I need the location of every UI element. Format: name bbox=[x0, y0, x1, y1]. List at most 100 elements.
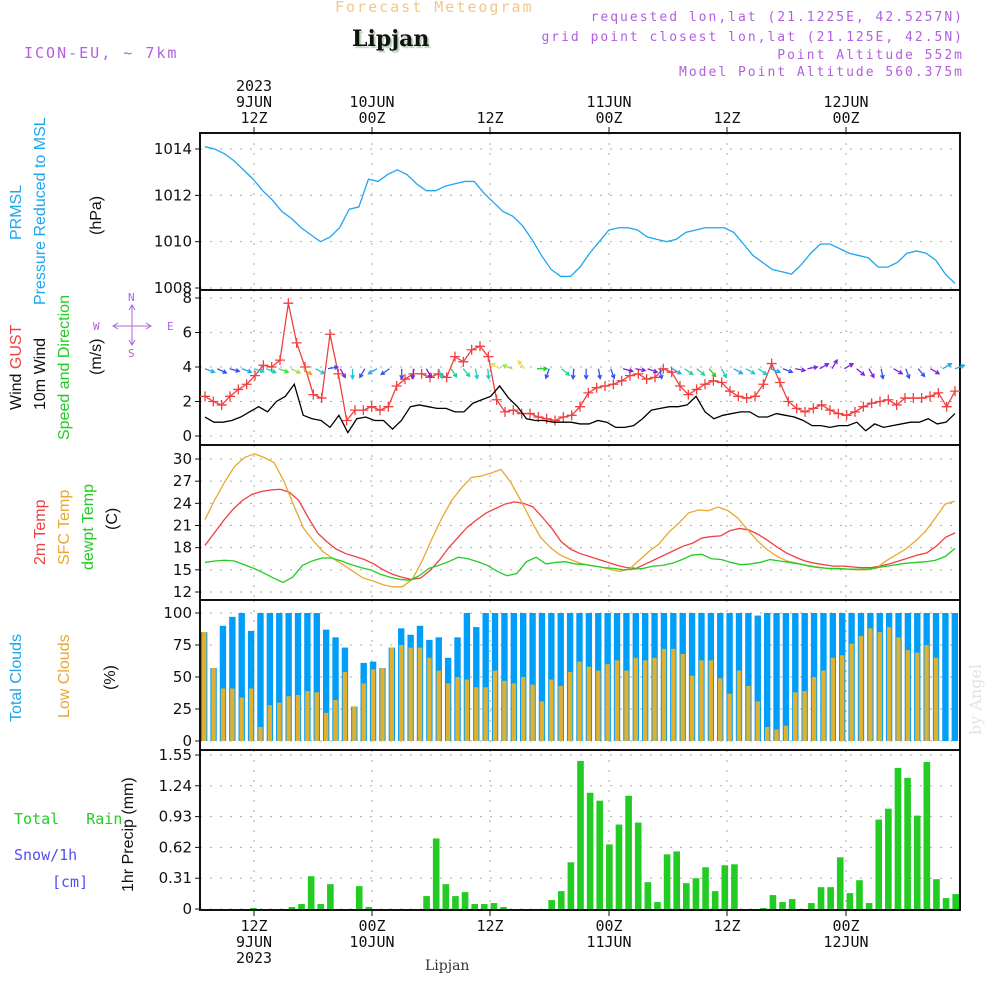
compass-n: N bbox=[128, 291, 135, 304]
y-tick-label: 12 bbox=[173, 583, 192, 601]
time-label-line: 00Z bbox=[832, 109, 860, 127]
rain-bar bbox=[759, 908, 767, 909]
time-label-line: 12JUN bbox=[823, 93, 869, 111]
low-clouds-bar bbox=[380, 668, 385, 741]
grid-point-coords: grid point closest lon,lat (21.125E, 42.… bbox=[541, 30, 964, 45]
wind-arrow-head bbox=[565, 371, 571, 377]
wind-direction-arrow bbox=[733, 368, 743, 375]
gust-point bbox=[866, 398, 877, 409]
gust-point bbox=[633, 368, 644, 379]
rain-bar bbox=[471, 904, 478, 909]
chart-title: Forecast Meteogram bbox=[335, 0, 534, 16]
low-clouds-bar bbox=[314, 692, 319, 741]
y-tick-label: 1010 bbox=[154, 233, 192, 251]
wind-direction-arrow bbox=[930, 368, 940, 375]
total-clouds-bar bbox=[501, 613, 508, 741]
wind-arrow-head bbox=[583, 374, 589, 381]
wind-arrow-head bbox=[860, 371, 866, 377]
wind-direction-arrow bbox=[782, 368, 793, 373]
total-clouds-bar bbox=[745, 613, 752, 741]
rain-bar bbox=[461, 892, 469, 909]
low-clouds-bar bbox=[539, 701, 545, 741]
gust-point bbox=[808, 403, 819, 414]
wind-arrow-head bbox=[824, 363, 830, 368]
time-label-line: 10JUN bbox=[349, 93, 395, 111]
y-tick-label: 18 bbox=[173, 539, 192, 557]
low-clouds-bar bbox=[408, 647, 413, 741]
wind-arrow-head bbox=[341, 373, 346, 379]
top-time-label: 11JUN 00Z bbox=[569, 78, 649, 126]
wind-direction-arrow bbox=[942, 363, 952, 370]
gust-point bbox=[675, 380, 685, 391]
low-clouds-bar bbox=[267, 705, 273, 741]
wind-direction-arrow bbox=[359, 368, 366, 378]
total-clouds-bar bbox=[763, 613, 771, 741]
low-clouds-bar bbox=[793, 692, 798, 741]
gust-point bbox=[483, 351, 494, 362]
wind-arrow-head bbox=[688, 370, 694, 376]
wind-arrow-head bbox=[465, 372, 471, 378]
total-clouds-bar bbox=[238, 613, 245, 741]
low-clouds-bar bbox=[708, 660, 714, 741]
y-tick-label: 1.55 bbox=[159, 746, 192, 764]
low-clouds-bar bbox=[764, 726, 770, 741]
low-clouds-bar bbox=[417, 647, 423, 741]
wind-arrow-head bbox=[935, 369, 941, 375]
gust-point bbox=[641, 374, 652, 385]
gust-point bbox=[325, 329, 335, 340]
bottom-time-label: 00Z 11JUN bbox=[569, 918, 649, 966]
compass-rose-icon bbox=[112, 304, 152, 346]
wind-arrow-head bbox=[711, 372, 717, 378]
wind-arrow-head bbox=[947, 363, 953, 368]
wind-direction-arrow bbox=[757, 368, 767, 375]
wind-arrow-head bbox=[570, 374, 576, 381]
y-tick-label: 1.24 bbox=[159, 777, 192, 795]
series-line-sfc-temp bbox=[204, 453, 956, 588]
low-clouds-bar bbox=[736, 670, 742, 741]
low-clouds-bar bbox=[718, 678, 723, 741]
rain-bar bbox=[913, 815, 921, 909]
wind-arrow-head bbox=[543, 366, 549, 372]
gust-point bbox=[216, 399, 227, 410]
wind-arrow-head bbox=[222, 369, 228, 374]
low-clouds-bar bbox=[596, 670, 601, 741]
wind-arrow-head bbox=[848, 363, 855, 368]
total-clouds-bar bbox=[473, 627, 480, 741]
low-clouds-bar bbox=[811, 677, 817, 741]
wind-arrow-head bbox=[517, 360, 523, 366]
wind-direction-arrow bbox=[462, 368, 471, 377]
wind-direction-arrow bbox=[327, 366, 338, 370]
wind-direction-arrow bbox=[622, 368, 633, 372]
gust-point bbox=[825, 405, 835, 416]
low-clouds-bar bbox=[783, 725, 789, 741]
rain-bar bbox=[808, 903, 815, 909]
low-clouds-bar bbox=[436, 670, 441, 741]
low-clouds-bar bbox=[746, 685, 751, 741]
low-clouds-bar bbox=[849, 643, 854, 741]
wind-arrow-head bbox=[438, 374, 444, 380]
wind-direction-arrow bbox=[572, 368, 575, 379]
wind-arrow-head bbox=[652, 368, 659, 374]
wind-arrow-head bbox=[490, 363, 496, 368]
total-clouds-bar bbox=[726, 613, 733, 741]
gust-point bbox=[275, 355, 285, 366]
wind-arrow-head bbox=[410, 374, 416, 380]
rain-bar bbox=[432, 838, 440, 909]
bottom-time-label: 12Z bbox=[687, 918, 767, 966]
wind-arrow-head bbox=[641, 367, 647, 373]
time-label-line: 12JUN bbox=[823, 933, 869, 951]
wind-direction-arrow bbox=[659, 368, 663, 379]
rain-bar bbox=[355, 886, 363, 909]
rain-bar bbox=[942, 898, 950, 909]
wind-direction-arrow bbox=[856, 368, 865, 376]
gust-point bbox=[883, 394, 894, 405]
gust-point bbox=[433, 368, 444, 379]
total-clouds-bar bbox=[294, 613, 302, 741]
rain-bar bbox=[692, 878, 700, 909]
wind-direction-arrow bbox=[807, 366, 818, 370]
low-clouds-bar bbox=[295, 694, 301, 741]
gust-point bbox=[750, 391, 760, 402]
gust-point bbox=[208, 396, 219, 407]
y-tick-label: 27 bbox=[173, 472, 192, 490]
wind-arrow-head bbox=[380, 370, 386, 376]
